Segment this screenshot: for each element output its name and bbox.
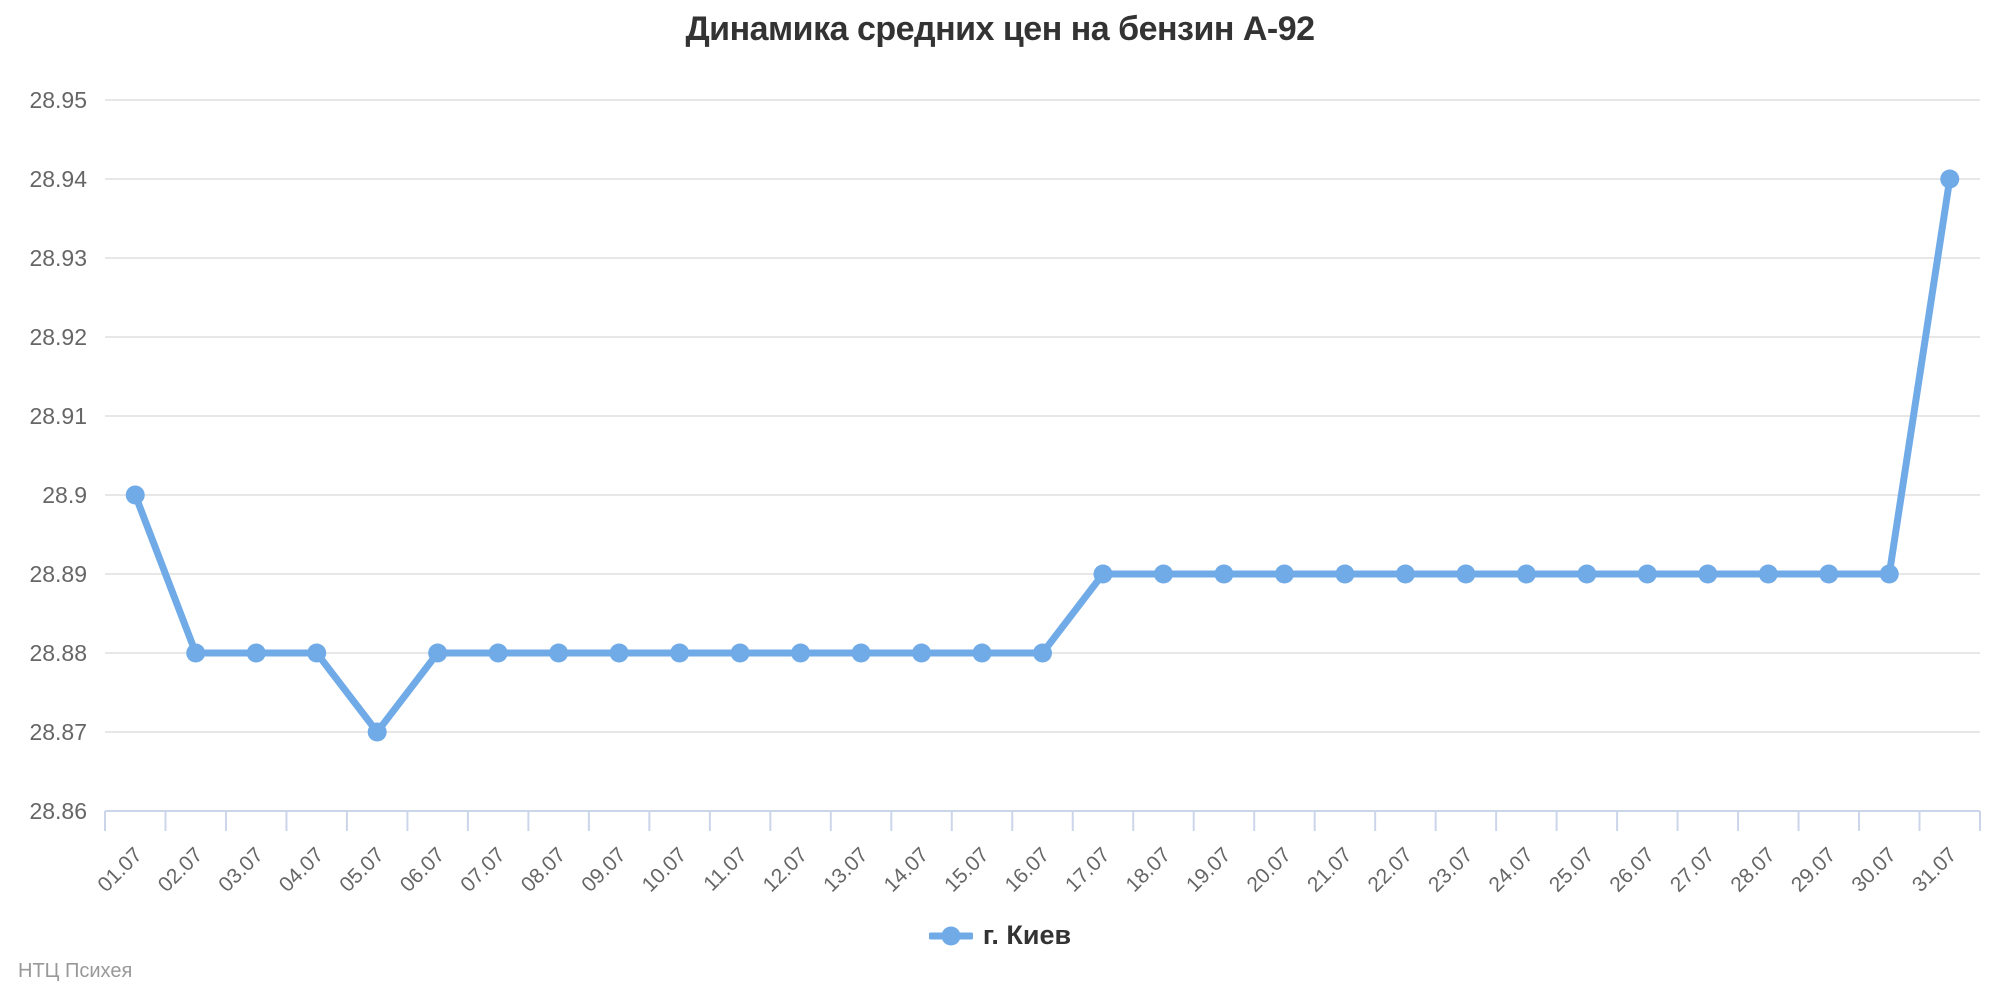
- data-point[interactable]: [851, 643, 871, 663]
- y-axis-label: 28.86: [29, 798, 87, 824]
- y-axis-label: 28.92: [29, 324, 87, 350]
- data-point[interactable]: [1940, 169, 1960, 189]
- x-axis-label: 07.07: [456, 843, 509, 896]
- data-point[interactable]: [1456, 564, 1476, 584]
- x-axis-label: 17.07: [1061, 843, 1114, 896]
- x-axis-label: 13.07: [819, 843, 872, 896]
- x-axis-label: 11.07: [699, 843, 751, 895]
- x-axis-label: 10.07: [638, 843, 691, 896]
- data-point[interactable]: [609, 643, 629, 663]
- x-axis-label: 04.07: [275, 843, 328, 896]
- data-point[interactable]: [1879, 564, 1899, 584]
- x-axis-label: 30.07: [1847, 843, 1900, 896]
- x-axis-label: 12.07: [759, 843, 812, 896]
- data-point[interactable]: [1516, 564, 1536, 584]
- x-axis-label: 20.07: [1243, 843, 1296, 896]
- legend-series-marker-icon: [928, 926, 973, 945]
- x-axis-label: 03.07: [214, 843, 267, 896]
- x-axis-label: 27.07: [1666, 843, 1719, 896]
- x-axis-label: 05.07: [335, 843, 388, 896]
- data-point[interactable]: [1698, 564, 1718, 584]
- x-axis-label: 06.07: [396, 843, 449, 896]
- data-point[interactable]: [670, 643, 690, 663]
- data-point[interactable]: [1758, 564, 1778, 584]
- x-axis-label: 18.07: [1122, 843, 1175, 896]
- data-point[interactable]: [730, 643, 750, 663]
- y-axis-label: 28.95: [29, 87, 87, 113]
- data-point[interactable]: [1093, 564, 1113, 584]
- data-point[interactable]: [1033, 643, 1052, 663]
- data-point[interactable]: [307, 643, 327, 663]
- data-point[interactable]: [367, 722, 387, 742]
- y-axis-label: 28.9: [42, 482, 87, 508]
- data-point[interactable]: [1153, 564, 1173, 584]
- data-point[interactable]: [428, 643, 448, 663]
- data-point[interactable]: [488, 643, 508, 663]
- x-axis-label: 26.07: [1605, 843, 1658, 896]
- data-point[interactable]: [246, 643, 266, 663]
- x-axis-label: 19.07: [1182, 843, 1235, 896]
- legend-item[interactable]: г. Киев: [0, 920, 2000, 951]
- x-axis-label: 15.07: [940, 843, 993, 896]
- x-axis-label: 28.07: [1726, 843, 1779, 896]
- y-axis-label: 28.87: [29, 719, 87, 745]
- data-point[interactable]: [1637, 564, 1657, 584]
- x-axis-label: 31.07: [1908, 843, 1961, 896]
- data-point[interactable]: [1214, 564, 1234, 584]
- x-axis-label: 01.07: [93, 843, 146, 896]
- y-axis-label: 28.89: [29, 561, 87, 587]
- data-point[interactable]: [1395, 564, 1415, 584]
- x-axis-label: 16.07: [1001, 843, 1054, 896]
- x-axis-label: 29.07: [1787, 843, 1840, 896]
- data-point[interactable]: [125, 485, 145, 505]
- x-axis-label: 14.07: [880, 843, 933, 896]
- x-axis-label: 08.07: [517, 843, 570, 896]
- credits-label: НТЦ Психея: [18, 960, 133, 982]
- data-point[interactable]: [912, 643, 932, 663]
- data-point[interactable]: [791, 643, 811, 663]
- data-point[interactable]: [972, 643, 992, 663]
- data-point[interactable]: [1335, 564, 1355, 584]
- data-point[interactable]: [1819, 564, 1839, 584]
- legend-label: г. Киев: [982, 920, 1072, 950]
- x-axis-label: 22.07: [1364, 843, 1417, 896]
- x-axis-label: 25.07: [1545, 843, 1598, 896]
- y-axis-label: 28.91: [29, 403, 87, 429]
- chart-title: Динамика средних цен на бензин А-92: [685, 10, 1315, 48]
- x-axis-label: 24.07: [1484, 843, 1537, 896]
- data-point[interactable]: [1577, 564, 1597, 584]
- y-axis-label: 28.93: [29, 245, 87, 271]
- x-axis-label: 09.07: [577, 843, 630, 896]
- y-axis-label: 28.88: [29, 640, 87, 666]
- data-point[interactable]: [549, 643, 569, 663]
- x-axis-label: 21.07: [1303, 843, 1356, 896]
- x-axis-label: 23.07: [1424, 843, 1477, 896]
- data-point[interactable]: [1274, 564, 1294, 584]
- x-axis-label: 02.07: [154, 843, 207, 896]
- y-axis-label: 28.94: [29, 166, 87, 192]
- data-point[interactable]: [186, 643, 206, 663]
